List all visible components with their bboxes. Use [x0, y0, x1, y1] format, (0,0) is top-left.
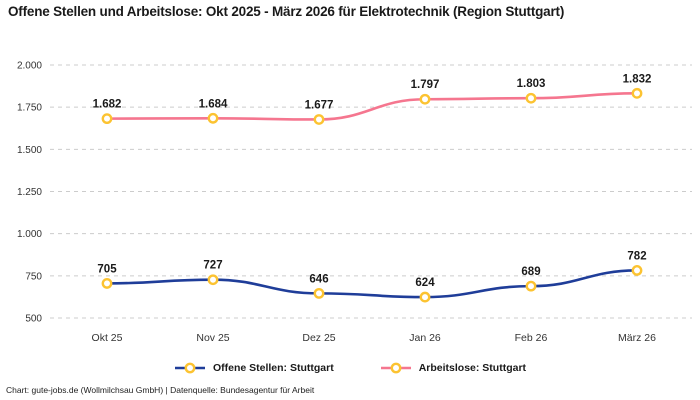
series-line [105, 92, 639, 121]
data-point-marker[interactable] [631, 265, 643, 276]
data-point-label: 1.797 [411, 79, 440, 91]
data-point-label: 1.682 [93, 99, 122, 111]
data-point-marker[interactable] [101, 113, 113, 125]
data-point-marker[interactable] [313, 114, 325, 125]
chart-source-footer: Chart: gute-jobs.de (Wollmilchsau GmbH) … [6, 385, 315, 395]
data-point-marker[interactable] [207, 274, 219, 286]
y-axis-tick-label: 1.000 [17, 229, 42, 240]
legend-label-arbeitslose: Arbeitslose: Stuttgart [418, 362, 527, 374]
data-point-marker[interactable] [631, 87, 643, 99]
data-point-label: 705 [97, 263, 117, 275]
data-point-label: 624 [415, 277, 435, 289]
data-point-marker[interactable] [207, 112, 219, 124]
y-axis-tick-label: 1.250 [17, 187, 42, 198]
data-point-marker[interactable] [525, 92, 537, 104]
data-point-marker[interactable] [313, 287, 325, 299]
series-line [105, 269, 639, 299]
y-axis-tick-label: 750 [25, 271, 42, 282]
y-axis-tick-label: 500 [25, 314, 42, 325]
legend-label-offene-stellen: Offene Stellen: Stuttgart [212, 362, 334, 374]
data-point-label: 727 [203, 260, 222, 272]
data-point-label: 1.803 [517, 78, 546, 90]
legend-swatch-arbeitslose-icon [380, 362, 411, 374]
x-axis-tick-label: Dez 25 [302, 332, 335, 344]
data-point-marker[interactable] [419, 93, 431, 105]
line-chart: 500 750 1.000 1.250 1.500 1.750 2.000 Okt 25 Nov… [17, 61, 692, 344]
y-axis-tick-label: 1.500 [17, 145, 42, 156]
chart-title: Offene Stellen und Arbeitslose: Okt 2025… [8, 4, 565, 19]
data-point-label: 1.684 [199, 98, 228, 110]
x-axis-tick-label: Feb 26 [515, 332, 548, 344]
data-point-marker[interactable] [419, 291, 431, 303]
x-axis-tick-label: Jan 26 [409, 332, 441, 344]
data-point-marker[interactable] [101, 278, 113, 289]
legend-item-offene-stellen[interactable]: Offene Stellen: Stuttgart [174, 361, 334, 375]
data-point-label: 1.832 [623, 73, 652, 85]
y-axis-tick-label: 1.750 [17, 103, 42, 114]
legend-item-arbeitslose[interactable]: Arbeitslose: Stuttgart [380, 361, 526, 375]
chart-legend: Offene Stellen: Stuttgart Arbeitslose: S… [0, 361, 700, 375]
data-point-marker[interactable] [525, 280, 537, 292]
x-axis-tick-label: Okt 25 [92, 332, 123, 344]
data-point-label: 646 [309, 273, 328, 285]
x-axis-tick-label: Nov 25 [196, 332, 229, 344]
data-point-label: 782 [627, 250, 646, 262]
y-axis-tick-label: 2.000 [17, 61, 42, 72]
legend-swatch-offene-stellen-icon [174, 362, 205, 374]
x-axis-tick-label: März 26 [618, 332, 656, 344]
data-point-label: 1.677 [305, 99, 334, 111]
data-point-label: 689 [521, 266, 540, 278]
